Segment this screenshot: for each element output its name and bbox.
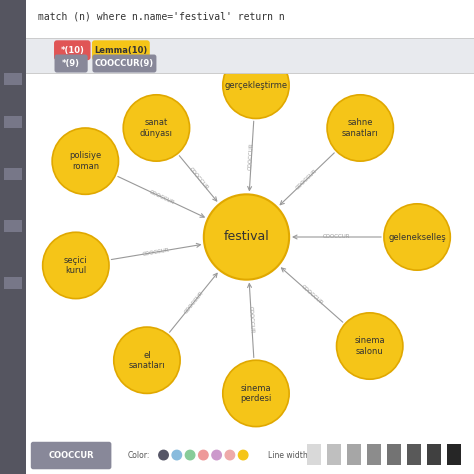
Bar xyxy=(387,444,401,465)
Bar xyxy=(307,444,321,465)
FancyBboxPatch shape xyxy=(54,40,91,60)
Circle shape xyxy=(212,450,221,460)
Text: Line width:: Line width: xyxy=(268,451,310,459)
Bar xyxy=(327,444,341,465)
Bar xyxy=(26,436,474,474)
Bar xyxy=(4,220,22,232)
Text: *(10): *(10) xyxy=(60,46,84,55)
Text: sanat
dünyası: sanat dünyası xyxy=(140,118,173,137)
Text: sinema
perdesi: sinema perdesi xyxy=(240,384,272,403)
Text: sahne
sanatları: sahne sanatları xyxy=(342,118,379,137)
Bar xyxy=(4,168,22,180)
Circle shape xyxy=(384,204,450,270)
Text: COOCCUR: COOCCUR xyxy=(248,306,255,334)
Text: COOCCUR: COOCCUR xyxy=(48,451,94,459)
Bar xyxy=(4,116,22,128)
Text: COOCCUR: COOCCUR xyxy=(188,167,209,191)
Text: el
sanatları: el sanatları xyxy=(128,351,165,370)
Circle shape xyxy=(172,450,182,460)
Text: gerçekleştirme: gerçekleştirme xyxy=(224,81,288,90)
Circle shape xyxy=(223,52,289,118)
Bar xyxy=(367,444,381,465)
Text: *(9): *(9) xyxy=(62,60,80,68)
Circle shape xyxy=(223,360,289,427)
Circle shape xyxy=(327,95,393,161)
FancyBboxPatch shape xyxy=(31,442,111,469)
FancyBboxPatch shape xyxy=(92,55,156,73)
Bar xyxy=(447,444,461,465)
Bar xyxy=(4,277,22,289)
Text: COOCCUR: COOCCUR xyxy=(183,290,204,315)
Text: polisiye
roman: polisiye roman xyxy=(69,152,101,171)
Text: COOCCUR: COOCCUR xyxy=(248,143,255,170)
Circle shape xyxy=(199,450,208,460)
Bar xyxy=(26,0,474,38)
FancyBboxPatch shape xyxy=(92,40,150,60)
Circle shape xyxy=(123,95,190,161)
Circle shape xyxy=(43,232,109,299)
Text: seçici
kurul: seçici kurul xyxy=(64,256,88,275)
Circle shape xyxy=(225,450,235,460)
Bar xyxy=(347,444,361,465)
Bar xyxy=(0,0,26,474)
Circle shape xyxy=(185,450,195,460)
Text: sinema
salonu: sinema salonu xyxy=(355,337,385,356)
Text: COOCCUR: COOCCUR xyxy=(148,189,175,205)
Text: COOCCUR: COOCCUR xyxy=(295,168,319,191)
Circle shape xyxy=(114,327,180,393)
Text: festival: festival xyxy=(224,230,269,244)
Text: Lemma(10): Lemma(10) xyxy=(94,46,147,55)
Bar xyxy=(4,73,22,85)
Text: COOCCUR: COOCCUR xyxy=(300,283,324,306)
Circle shape xyxy=(337,313,403,379)
Circle shape xyxy=(52,128,118,194)
FancyBboxPatch shape xyxy=(55,55,88,73)
Text: gelenekselleş: gelenekselleş xyxy=(388,233,446,241)
Text: COOCCUR: COOCCUR xyxy=(143,247,171,257)
Circle shape xyxy=(238,450,248,460)
Text: Color:: Color: xyxy=(128,451,150,459)
Text: COOCCUR: COOCCUR xyxy=(323,235,350,239)
Bar xyxy=(427,444,441,465)
Text: match (n) where n.name='festival' return n: match (n) where n.name='festival' return… xyxy=(38,11,285,22)
Bar xyxy=(26,38,474,73)
Bar xyxy=(407,444,421,465)
Text: COOCCUR(9): COOCCUR(9) xyxy=(95,60,154,68)
Circle shape xyxy=(159,450,168,460)
Circle shape xyxy=(204,194,289,280)
